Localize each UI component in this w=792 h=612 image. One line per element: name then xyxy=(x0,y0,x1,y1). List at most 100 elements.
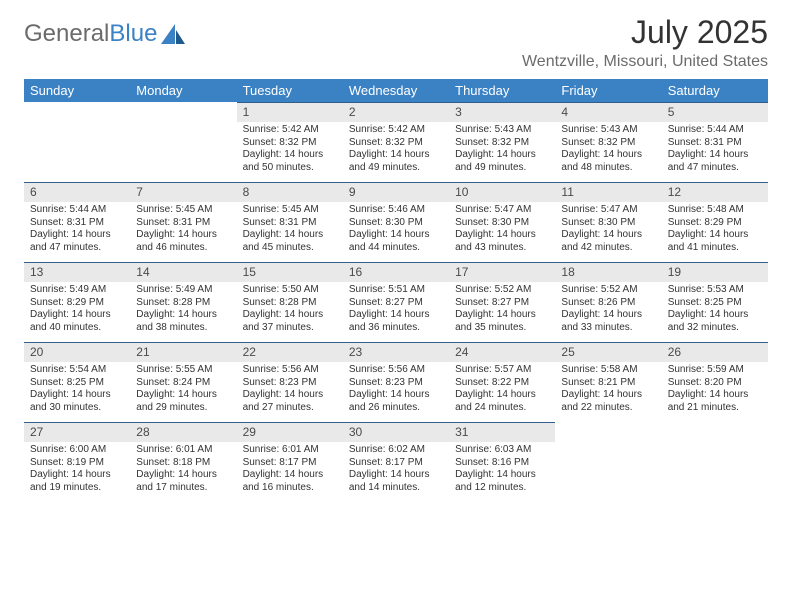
day-line-sr: Sunrise: 5:45 AM xyxy=(243,204,337,217)
day-line-ss: Sunset: 8:31 PM xyxy=(668,137,762,150)
calendar-week-row: 13Sunrise: 5:49 AMSunset: 8:29 PMDayligh… xyxy=(24,262,768,342)
day-line-ss: Sunset: 8:26 PM xyxy=(561,297,655,310)
day-line-sr: Sunrise: 6:01 AM xyxy=(136,444,230,457)
day-number: 8 xyxy=(237,182,343,202)
day-line-sr: Sunrise: 5:42 AM xyxy=(349,124,443,137)
day-line-dl2: and 26 minutes. xyxy=(349,402,443,415)
calendar-cell: 25Sunrise: 5:58 AMSunset: 8:21 PMDayligh… xyxy=(555,342,661,422)
day-line-ss: Sunset: 8:32 PM xyxy=(561,137,655,150)
day-line-ss: Sunset: 8:24 PM xyxy=(136,377,230,390)
brand-logo: GeneralBlue xyxy=(24,14,187,48)
day-body: Sunrise: 5:52 AMSunset: 8:27 PMDaylight:… xyxy=(449,282,555,342)
day-line-ss: Sunset: 8:28 PM xyxy=(136,297,230,310)
day-line-ss: Sunset: 8:16 PM xyxy=(455,457,549,470)
day-line-ss: Sunset: 8:27 PM xyxy=(455,297,549,310)
day-line-ss: Sunset: 8:31 PM xyxy=(30,217,124,230)
calendar-cell: 16Sunrise: 5:51 AMSunset: 8:27 PMDayligh… xyxy=(343,262,449,342)
location-subtitle: Wentzville, Missouri, United States xyxy=(522,53,768,71)
day-line-dl1: Daylight: 14 hours xyxy=(136,229,230,242)
day-line-dl1: Daylight: 14 hours xyxy=(668,149,762,162)
day-line-sr: Sunrise: 6:00 AM xyxy=(30,444,124,457)
day-line-dl2: and 49 minutes. xyxy=(455,162,549,175)
day-line-ss: Sunset: 8:23 PM xyxy=(349,377,443,390)
day-number: 13 xyxy=(24,262,130,282)
calendar-cell: 18Sunrise: 5:52 AMSunset: 8:26 PMDayligh… xyxy=(555,262,661,342)
calendar-cell: 24Sunrise: 5:57 AMSunset: 8:22 PMDayligh… xyxy=(449,342,555,422)
logo-sail-icon xyxy=(161,24,187,44)
day-line-dl1: Daylight: 14 hours xyxy=(243,229,337,242)
day-number: 25 xyxy=(555,342,661,362)
day-line-dl1: Daylight: 14 hours xyxy=(455,469,549,482)
day-header: Monday xyxy=(130,79,236,102)
day-line-ss: Sunset: 8:32 PM xyxy=(455,137,549,150)
day-number: 12 xyxy=(662,182,768,202)
day-line-dl1: Daylight: 14 hours xyxy=(561,309,655,322)
day-body: Sunrise: 5:47 AMSunset: 8:30 PMDaylight:… xyxy=(555,202,661,262)
day-line-dl1: Daylight: 14 hours xyxy=(455,389,549,402)
day-number: 3 xyxy=(449,102,555,122)
day-line-sr: Sunrise: 5:50 AM xyxy=(243,284,337,297)
day-body: Sunrise: 5:56 AMSunset: 8:23 PMDaylight:… xyxy=(343,362,449,422)
day-line-ss: Sunset: 8:29 PM xyxy=(30,297,124,310)
day-header: Thursday xyxy=(449,79,555,102)
day-body: Sunrise: 5:43 AMSunset: 8:32 PMDaylight:… xyxy=(555,122,661,182)
day-line-ss: Sunset: 8:30 PM xyxy=(455,217,549,230)
day-body: Sunrise: 5:51 AMSunset: 8:27 PMDaylight:… xyxy=(343,282,449,342)
day-header: Sunday xyxy=(24,79,130,102)
day-line-dl2: and 36 minutes. xyxy=(349,322,443,335)
day-body: Sunrise: 5:44 AMSunset: 8:31 PMDaylight:… xyxy=(24,202,130,262)
day-number: 29 xyxy=(237,422,343,442)
day-line-dl1: Daylight: 14 hours xyxy=(668,229,762,242)
day-line-ss: Sunset: 8:22 PM xyxy=(455,377,549,390)
day-line-dl2: and 17 minutes. xyxy=(136,482,230,495)
day-number: 17 xyxy=(449,262,555,282)
day-number: 4 xyxy=(555,102,661,122)
day-line-dl1: Daylight: 14 hours xyxy=(455,309,549,322)
day-line-sr: Sunrise: 5:55 AM xyxy=(136,364,230,377)
calendar-cell: 7Sunrise: 5:45 AMSunset: 8:31 PMDaylight… xyxy=(130,182,236,262)
day-line-dl2: and 29 minutes. xyxy=(136,402,230,415)
day-line-ss: Sunset: 8:30 PM xyxy=(349,217,443,230)
day-line-dl2: and 14 minutes. xyxy=(349,482,443,495)
day-body: Sunrise: 5:56 AMSunset: 8:23 PMDaylight:… xyxy=(237,362,343,422)
brand-part2: Blue xyxy=(109,20,157,48)
day-line-sr: Sunrise: 6:03 AM xyxy=(455,444,549,457)
day-line-sr: Sunrise: 5:49 AM xyxy=(30,284,124,297)
day-line-sr: Sunrise: 5:51 AM xyxy=(349,284,443,297)
day-line-dl1: Daylight: 14 hours xyxy=(30,229,124,242)
day-body: Sunrise: 5:42 AMSunset: 8:32 PMDaylight:… xyxy=(343,122,449,182)
day-line-sr: Sunrise: 5:57 AM xyxy=(455,364,549,377)
day-line-dl1: Daylight: 14 hours xyxy=(455,149,549,162)
day-line-ss: Sunset: 8:28 PM xyxy=(243,297,337,310)
calendar-cell: 26Sunrise: 5:59 AMSunset: 8:20 PMDayligh… xyxy=(662,342,768,422)
day-line-ss: Sunset: 8:32 PM xyxy=(243,137,337,150)
calendar-cell: 23Sunrise: 5:56 AMSunset: 8:23 PMDayligh… xyxy=(343,342,449,422)
day-number: 20 xyxy=(24,342,130,362)
day-number: 10 xyxy=(449,182,555,202)
day-header: Tuesday xyxy=(237,79,343,102)
day-line-dl1: Daylight: 14 hours xyxy=(349,229,443,242)
day-line-sr: Sunrise: 5:48 AM xyxy=(668,204,762,217)
day-number: 14 xyxy=(130,262,236,282)
day-line-dl1: Daylight: 14 hours xyxy=(243,309,337,322)
day-line-dl2: and 50 minutes. xyxy=(243,162,337,175)
day-line-ss: Sunset: 8:21 PM xyxy=(561,377,655,390)
day-line-sr: Sunrise: 5:43 AM xyxy=(455,124,549,137)
calendar-week-row: 6Sunrise: 5:44 AMSunset: 8:31 PMDaylight… xyxy=(24,182,768,262)
day-line-sr: Sunrise: 5:45 AM xyxy=(136,204,230,217)
calendar-cell: 20Sunrise: 5:54 AMSunset: 8:25 PMDayligh… xyxy=(24,342,130,422)
day-number: 23 xyxy=(343,342,449,362)
day-number: 16 xyxy=(343,262,449,282)
brand-part1: General xyxy=(24,20,109,48)
calendar-cell: 21Sunrise: 5:55 AMSunset: 8:24 PMDayligh… xyxy=(130,342,236,422)
day-body: Sunrise: 6:03 AMSunset: 8:16 PMDaylight:… xyxy=(449,442,555,502)
day-number: 5 xyxy=(662,102,768,122)
day-body: Sunrise: 5:49 AMSunset: 8:29 PMDaylight:… xyxy=(24,282,130,342)
calendar-cell: 11Sunrise: 5:47 AMSunset: 8:30 PMDayligh… xyxy=(555,182,661,262)
day-line-dl2: and 33 minutes. xyxy=(561,322,655,335)
calendar-week-row: 1Sunrise: 5:42 AMSunset: 8:32 PMDaylight… xyxy=(24,102,768,182)
day-number: 15 xyxy=(237,262,343,282)
day-line-dl1: Daylight: 14 hours xyxy=(243,389,337,402)
calendar-week-row: 27Sunrise: 6:00 AMSunset: 8:19 PMDayligh… xyxy=(24,422,768,502)
day-line-sr: Sunrise: 5:56 AM xyxy=(243,364,337,377)
